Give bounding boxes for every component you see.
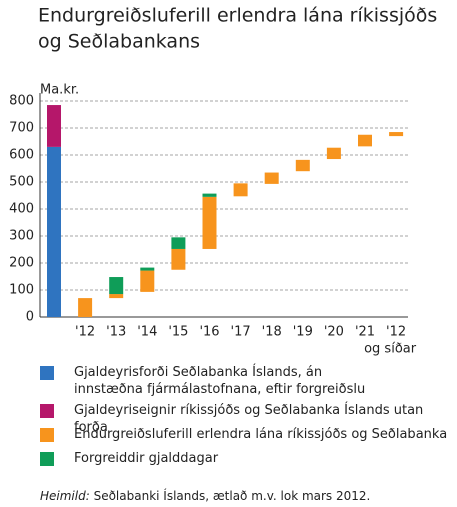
y-tick-label: 700 — [9, 121, 34, 136]
legend-label: Gjaldeyrisforði Seðlabanka Íslands, án i… — [74, 365, 366, 397]
x-tick-label: '15 — [168, 325, 188, 340]
legend-label: Forgreiddir gjalddagar — [74, 451, 219, 466]
source-text: Seðlabanki Íslands, ætlað m.v. lok mars … — [93, 489, 371, 503]
bar-segment — [326, 147, 341, 160]
bar-segment — [202, 196, 217, 249]
y-tick-label: 600 — [9, 148, 34, 163]
source: Heimild: Seðlabanki Íslands, ætlað m.v. … — [40, 489, 370, 503]
x-tick-label: '17 — [231, 325, 251, 340]
legend-label: Gjaldeyriseignir ríkissjóðs og Seðlabank… — [74, 403, 424, 435]
bar-segment — [78, 298, 93, 317]
x-tick-label: '13 — [106, 325, 126, 340]
title-line: og Seðlabankans — [38, 31, 200, 53]
bar-segment — [358, 134, 372, 147]
y-tick-label: 100 — [9, 283, 34, 298]
bar-segment — [109, 294, 124, 299]
legend-swatch — [40, 366, 54, 380]
legend-label: Endurgreiðsluferill erlendra lána ríkiss… — [74, 427, 448, 442]
y-tick-label: 500 — [9, 175, 34, 190]
y-tick-label: 800 — [9, 94, 34, 109]
y-tick-label: 400 — [9, 202, 34, 217]
x-tick-note: og síðar — [364, 342, 417, 357]
bar-segment — [202, 193, 217, 197]
bar-segment — [140, 267, 155, 271]
bar-segment — [171, 248, 186, 270]
x-tick-label: '21 — [355, 325, 375, 340]
x-tick-label: '12 — [75, 325, 95, 340]
bar-segment — [47, 105, 61, 147]
x-tick-label: '12 — [386, 325, 406, 340]
bar-segment — [295, 159, 310, 172]
x-tick-label: '18 — [262, 325, 282, 340]
legend-swatch — [40, 404, 54, 418]
bar-segment — [109, 277, 124, 295]
x-tick-label: '19 — [293, 325, 313, 340]
bar-segment — [264, 172, 279, 184]
bar-segment — [171, 237, 186, 249]
bar-segment — [47, 146, 61, 317]
legend-swatch — [40, 428, 54, 442]
x-tick-label: '20 — [324, 325, 344, 340]
x-tick-label: '14 — [137, 325, 157, 340]
x-tick-label: '16 — [199, 325, 219, 340]
y-tick-label: 200 — [9, 256, 34, 271]
title-line: Endurgreiðsluferill erlendra lána ríkiss… — [38, 5, 437, 27]
y-tick-label: 0 — [26, 310, 34, 325]
y-tick-label: 300 — [9, 229, 34, 244]
bar-segment — [233, 183, 248, 197]
source-label: Heimild: — [40, 489, 90, 503]
y-unit: Ma.kr. — [40, 83, 79, 98]
bar-segment — [140, 270, 155, 292]
legend-swatch — [40, 452, 54, 466]
bar-segment — [389, 132, 404, 137]
